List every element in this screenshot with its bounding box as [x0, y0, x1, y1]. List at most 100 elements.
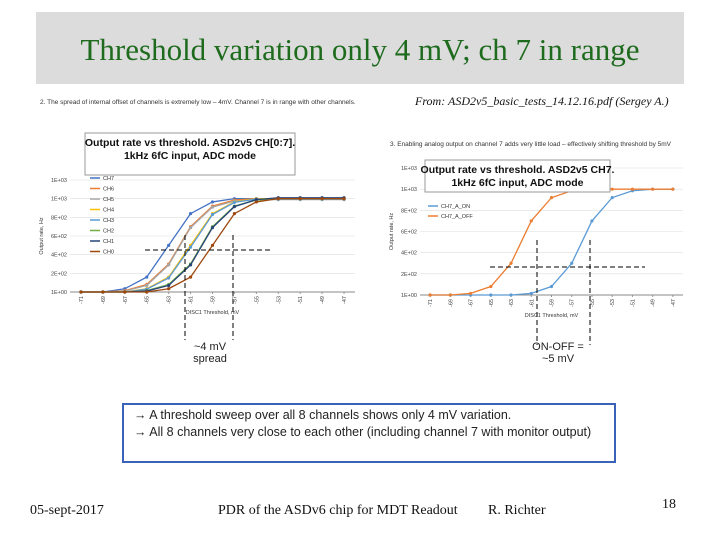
- data-point: [188, 212, 193, 216]
- x-tick-label: -55: [590, 299, 596, 307]
- note: → A threshold sweep over all 8 channels …: [134, 408, 512, 422]
- caption: 2. The spread of internal offset of chan…: [40, 99, 356, 106]
- data-point: [254, 200, 258, 204]
- footer-date: 05-sept-2017: [30, 503, 104, 518]
- title-bar: [36, 12, 684, 84]
- y-tick-label: 1E+00: [401, 293, 417, 299]
- data-point: [549, 284, 554, 289]
- y-tick-label: 1E+03: [401, 187, 417, 193]
- data-point: [145, 290, 149, 294]
- chart-title: 1kHz 6fC input, ADC mode: [124, 150, 256, 162]
- x-tick-label: -57: [570, 299, 576, 307]
- x-tick-label: -47: [342, 296, 348, 304]
- x-axis-label: DISC1 Threshold, mV: [186, 310, 240, 316]
- data-point: [610, 187, 614, 191]
- data-point: [232, 200, 237, 204]
- caption: 3. Enabling analog output on channel 7 a…: [390, 141, 672, 148]
- data-point: [671, 187, 675, 191]
- legend-label: CH7_A_ON: [441, 204, 470, 210]
- x-tick-label: -63: [509, 299, 515, 307]
- data-point: [210, 226, 215, 230]
- data-point: [428, 293, 432, 297]
- x-tick-label: -67: [123, 296, 129, 304]
- data-point: [101, 290, 105, 294]
- x-tick-label: -69: [101, 296, 107, 304]
- legend-label: CH3: [103, 218, 114, 224]
- x-tick-label: -53: [610, 299, 616, 307]
- y-axis-label: Output rate, Hz: [39, 217, 45, 255]
- legend-label: CH1: [103, 239, 114, 245]
- chart-title: Output rate vs threshold. ASD2v5 CH7.: [421, 164, 615, 176]
- notes-box: → A threshold sweep over all 8 channels …: [122, 403, 616, 463]
- data-point: [188, 275, 193, 279]
- x-tick-label: -51: [298, 296, 304, 304]
- data-point: [590, 219, 594, 223]
- data-point: [254, 198, 258, 202]
- y-tick-label: 1E+03: [51, 197, 67, 203]
- x-tick-label: -61: [189, 296, 195, 304]
- x-tick-label: -65: [145, 296, 151, 304]
- data-point: [298, 197, 302, 201]
- guide-lines: [145, 235, 645, 345]
- y-tick-label: 1E+03: [401, 166, 417, 172]
- data-point: [651, 187, 655, 191]
- data-point: [509, 293, 513, 297]
- data-point: [509, 261, 513, 265]
- data-point: [342, 197, 346, 201]
- legend-label: CH5: [103, 197, 114, 203]
- footer-author: R. Richter: [488, 503, 546, 518]
- x-tick-label: -49: [320, 296, 326, 304]
- data-point: [210, 205, 215, 209]
- x-tick-label: -57: [232, 296, 238, 304]
- annotation: ~4 mV spread: [193, 341, 227, 365]
- data-point: [167, 287, 171, 291]
- data-point: [210, 212, 215, 217]
- data-point: [448, 293, 452, 297]
- data-point: [167, 276, 171, 280]
- x-tick-label: -69: [448, 299, 454, 307]
- data-point: [167, 263, 171, 267]
- y-tick-label: 6E+02: [51, 234, 67, 240]
- note: → All 8 channels very close to each othe…: [134, 425, 592, 439]
- chart-title-box: [424, 159, 611, 193]
- y-tick-label: 2E+02: [51, 271, 67, 277]
- data-point: [276, 197, 280, 201]
- data-point: [232, 205, 237, 209]
- data-point: [232, 212, 237, 216]
- data-point: [489, 293, 493, 297]
- x-tick-label: -61: [529, 299, 535, 307]
- y-tick-label: 4E+02: [401, 251, 417, 257]
- data-point: [630, 187, 635, 191]
- y-tick-label: 8E+02: [51, 215, 67, 221]
- y-tick-label: 4E+02: [51, 253, 67, 259]
- page-number: 18: [662, 497, 676, 512]
- source: From: ASD2v5_basic_tests_14.12.16.pdf (S…: [415, 94, 669, 108]
- data-point: [570, 261, 574, 265]
- y-axis-label: Output rate, Hz: [389, 213, 395, 251]
- legend-label: CH2: [103, 229, 114, 235]
- y-tick-label: 1E+03: [51, 178, 67, 184]
- x-tick-label: -55: [254, 296, 260, 304]
- data-point: [529, 291, 533, 296]
- data-point: [320, 197, 324, 201]
- y-tick-label: 2E+02: [401, 272, 417, 278]
- data-point: [468, 291, 473, 296]
- data-point: [79, 290, 83, 294]
- data-point: [529, 219, 533, 223]
- slide-title: Threshold variation only 4 mV; ch 7 in r…: [80, 32, 640, 67]
- data-point: [145, 283, 149, 288]
- x-tick-label: -59: [550, 299, 556, 307]
- legend-label: CH7_A_OFF: [441, 214, 473, 220]
- data-point: [210, 200, 215, 204]
- x-tick-label: -47: [671, 299, 677, 307]
- data-point: [489, 284, 493, 289]
- x-tick-label: -71: [79, 296, 85, 304]
- y-tick-label: 1E+00: [51, 290, 67, 296]
- legend-label: CH7: [103, 176, 114, 182]
- chart-title-box: [84, 132, 296, 176]
- data-point: [123, 290, 127, 294]
- footer-center: PDR of the ASDv6 chip for MDT Readout: [218, 503, 458, 518]
- data-point: [210, 243, 215, 247]
- data-point: [145, 275, 149, 279]
- y-tick-label: 6E+02: [401, 230, 417, 236]
